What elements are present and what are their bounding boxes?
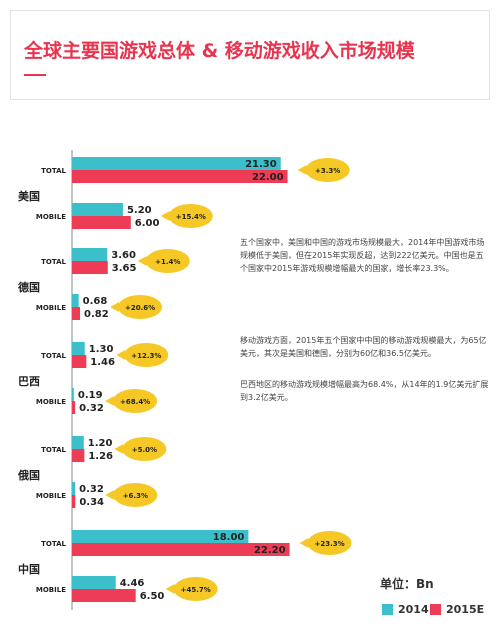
row-label: MOBILE [36, 586, 66, 594]
bar-2015e [72, 543, 290, 556]
value-label-2015e: 1.26 [88, 451, 113, 462]
country-label: 德国 [17, 280, 40, 294]
growth-badge-pointer [116, 350, 126, 360]
country-label: 俄国 [17, 468, 40, 482]
value-label-2015e: 22.20 [254, 545, 286, 556]
growth-badge [122, 437, 167, 461]
bar-2014 [72, 482, 76, 495]
title-underline [24, 74, 46, 76]
legend-item-2014: 2014 [382, 603, 429, 616]
unit-label: 单位：Bn [380, 577, 434, 591]
bar-2014 [72, 294, 79, 307]
title-frame [10, 10, 490, 100]
bar-2014 [72, 157, 281, 170]
growth-badge-pointer [114, 444, 124, 454]
paragraph-2: 移动游戏方面，2015年五个国家中中国的移动游戏规模最大，为65亿美元，其次是美… [240, 336, 487, 358]
value-label-2015e: 0.82 [84, 309, 109, 320]
growth-badge [145, 249, 190, 273]
value-label-2014: 21.30 [245, 159, 277, 170]
legend-swatch-2015e [430, 604, 441, 615]
growth-badge [113, 483, 158, 507]
row-label: MOBILE [36, 492, 66, 500]
paragraph-3: 巴西地区的移动游戏规模增幅最高为68.4%，从14年的1.9亿美元扩展到3.2亿… [240, 380, 489, 402]
value-label-2014: 5.20 [127, 205, 152, 216]
growth-label: +15.4% [176, 213, 206, 221]
bar-2014 [72, 248, 108, 261]
bar-2015e [72, 307, 81, 320]
value-label-2015e: 22.00 [252, 172, 284, 183]
growth-label: +1.4% [155, 258, 180, 266]
value-label-2015e: 3.65 [112, 263, 137, 274]
bar-2014 [72, 342, 85, 355]
country-label: 中国 [18, 562, 40, 576]
growth-label: +3.3% [315, 167, 340, 175]
growth-badge [118, 295, 163, 319]
value-label-2015e: 0.34 [79, 497, 104, 508]
value-label-2014: 3.60 [111, 250, 136, 261]
growth-badge-pointer [297, 165, 307, 175]
growth-label: +5.0% [132, 446, 157, 454]
growth-badge [113, 389, 158, 413]
bar-2014 [72, 388, 74, 401]
bar-2015e [72, 170, 288, 183]
bar-2015e [72, 449, 85, 462]
bar-2015e [72, 401, 76, 414]
value-label-2015e: 1.46 [90, 357, 115, 368]
growth-badge [173, 577, 218, 601]
growth-badge [168, 204, 213, 228]
bar-2015e [72, 589, 136, 602]
growth-badge-pointer [105, 490, 115, 500]
bar-2014 [72, 203, 123, 216]
row-label: TOTAL [41, 540, 66, 548]
row-label: MOBILE [36, 398, 66, 406]
row-label: TOTAL [41, 167, 66, 175]
page-title: 全球主要国游戏总体 & 移动游戏收入市场规模 [24, 40, 415, 62]
value-label-2015e: 0.32 [79, 403, 104, 414]
value-label-2014: 0.68 [83, 296, 108, 307]
value-label-2014: 4.46 [120, 578, 145, 589]
row-label: TOTAL [41, 446, 66, 454]
legend-label-2015e: 2015E [446, 603, 485, 616]
growth-badge-pointer [105, 396, 115, 406]
bar-2015e [72, 261, 108, 274]
growth-badge [307, 531, 352, 555]
row-label: TOTAL [41, 352, 66, 360]
paragraph-1: 五个国家中，美国和中国的游戏市场规模最大，2014年中国游戏市场规模低于美国，但… [240, 238, 485, 273]
growth-label: +20.6% [125, 304, 155, 312]
growth-badge-pointer [137, 256, 147, 266]
value-label-2014: 0.32 [79, 484, 104, 495]
country-label: 美国 [18, 189, 40, 203]
row-label: TOTAL [41, 258, 66, 266]
bar-2015e [72, 216, 131, 229]
value-label-2014: 18.00 [213, 532, 245, 543]
value-label-2014: 1.30 [89, 344, 114, 355]
country-label: 巴西 [18, 375, 40, 388]
bar-2014 [72, 576, 116, 589]
growth-label: +23.3% [314, 540, 344, 548]
growth-label: +68.4% [120, 398, 150, 406]
row-label: MOBILE [36, 213, 66, 221]
growth-badge-pointer [299, 538, 309, 548]
growth-badge-pointer [160, 211, 170, 221]
growth-badge [124, 343, 169, 367]
value-label-2015e: 6.00 [135, 218, 160, 229]
value-label-2014: 1.20 [88, 438, 113, 449]
bar-2015e [72, 495, 76, 508]
growth-badge-pointer [110, 302, 120, 312]
bar-2015e [72, 355, 87, 368]
growth-label: +12.3% [131, 352, 161, 360]
legend-label-2014: 2014 [398, 603, 429, 616]
legend-item-2015e: 2015E [430, 603, 484, 616]
bar-2014 [72, 530, 249, 543]
row-label: MOBILE [36, 304, 66, 312]
value-label-2015e: 6.50 [140, 591, 165, 602]
growth-label: +45.7% [181, 586, 211, 594]
value-label-2014: 0.19 [78, 390, 103, 401]
growth-badge-pointer [165, 584, 175, 594]
growth-label: +6.3% [123, 492, 148, 500]
legend-swatch-2014 [382, 604, 393, 615]
growth-badge [305, 158, 350, 182]
bar-2014 [72, 436, 84, 449]
